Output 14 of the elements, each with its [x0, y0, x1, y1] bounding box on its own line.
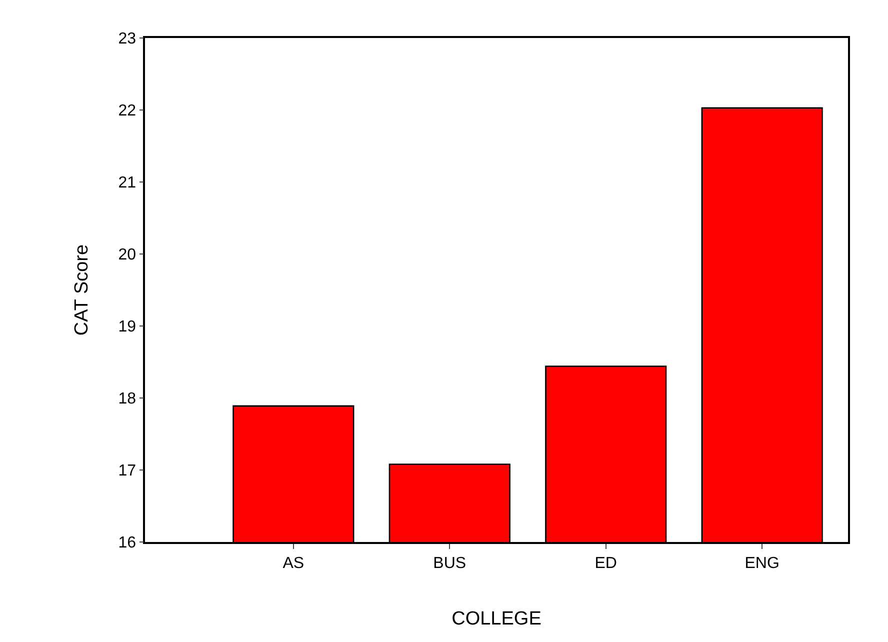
y-tick-label: 22: [118, 102, 136, 120]
x-tick-label: AS: [282, 554, 304, 572]
y-axis-title: CAT Score: [72, 244, 93, 336]
y-tick-label: 18: [118, 390, 136, 408]
x-tick-label: ED: [594, 554, 617, 572]
y-tick-label: 17: [118, 462, 136, 480]
y-tick-label: 19: [118, 318, 136, 336]
x-axis-title: COLLEGE: [452, 608, 542, 630]
x-tick-label: BUS: [433, 554, 466, 572]
x-tick-label: ENG: [744, 554, 780, 572]
y-tick-label: 20: [118, 246, 136, 264]
y-tick-label: 21: [118, 174, 136, 192]
y-tick-label: 23: [118, 30, 136, 48]
y-tick-label: 16: [118, 534, 136, 552]
